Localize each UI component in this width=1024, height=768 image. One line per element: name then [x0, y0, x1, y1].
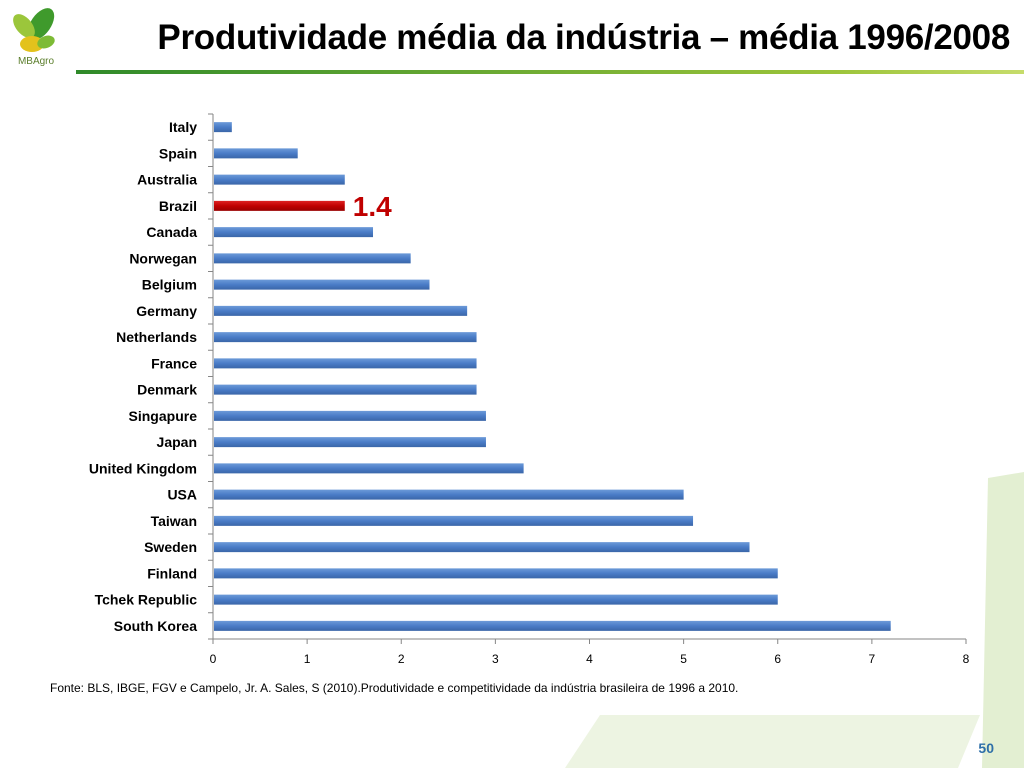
- bar: [214, 410, 486, 421]
- bar: [214, 515, 694, 526]
- x-tick-label: 2: [398, 652, 405, 666]
- x-tick-label: 1: [304, 652, 311, 666]
- bar: [214, 542, 750, 553]
- bar: [214, 253, 411, 264]
- category-label: Spain: [159, 145, 197, 161]
- bar: [214, 122, 232, 133]
- decor-stripe-large: [565, 715, 980, 768]
- bar-chart: Italy Spain Australia Brazil 1.4 Canada Norweg…: [89, 113, 970, 666]
- page-number: 50: [978, 740, 994, 756]
- category-label: Singapure: [129, 408, 198, 424]
- bar: [214, 594, 778, 605]
- category-label: Canada: [146, 224, 197, 240]
- bar: [214, 148, 298, 159]
- x-tick-label: 4: [586, 652, 593, 666]
- category-label: Netherlands: [116, 329, 197, 345]
- bar: [214, 384, 477, 395]
- bar: [214, 227, 374, 238]
- bar: [214, 568, 778, 579]
- bar: [214, 437, 486, 448]
- bar: [214, 200, 345, 211]
- x-tick-label: 6: [774, 652, 781, 666]
- logo-text: MBAgro: [17, 56, 55, 67]
- category-label: Belgium: [142, 277, 197, 293]
- bar: [214, 174, 345, 185]
- bar: [214, 332, 477, 343]
- x-tick-label: 3: [492, 652, 499, 666]
- mbagro-logo: [13, 8, 55, 52]
- x-tick-label: 7: [869, 652, 876, 666]
- category-label: Norwegan: [129, 250, 197, 266]
- category-label: Japan: [157, 434, 197, 450]
- x-tick-label: 8: [963, 652, 970, 666]
- bar: [214, 620, 891, 631]
- title-rule: [76, 70, 1024, 74]
- category-label: Tchek Republic: [95, 592, 198, 608]
- category-label: Brazil: [159, 198, 197, 214]
- slide-title: Produtividade média da indústria – média…: [157, 18, 1010, 57]
- category-label: Denmark: [137, 382, 197, 398]
- x-tick-label: 0: [210, 652, 217, 666]
- category-label: Taiwan: [151, 513, 197, 529]
- category-label: Australia: [137, 172, 197, 188]
- category-label: United Kingdom: [89, 460, 197, 476]
- category-label: Italy: [169, 119, 197, 135]
- decor-stripe-right: [982, 472, 1024, 768]
- bar: [214, 463, 524, 474]
- category-label: South Korea: [114, 618, 197, 634]
- bar: [214, 305, 468, 316]
- data-label: 1.4: [353, 191, 392, 222]
- category-label: France: [151, 355, 197, 371]
- category-label: Finland: [147, 565, 197, 581]
- category-label: Sweden: [144, 539, 197, 555]
- category-label: USA: [167, 487, 197, 503]
- x-tick-label: 5: [680, 652, 687, 666]
- bar: [214, 489, 684, 500]
- source-note: Fonte: BLS, IBGE, FGV e Campelo, Jr. A. …: [50, 681, 739, 695]
- category-label: Germany: [136, 303, 197, 319]
- bar: [214, 279, 430, 290]
- bar: [214, 358, 477, 369]
